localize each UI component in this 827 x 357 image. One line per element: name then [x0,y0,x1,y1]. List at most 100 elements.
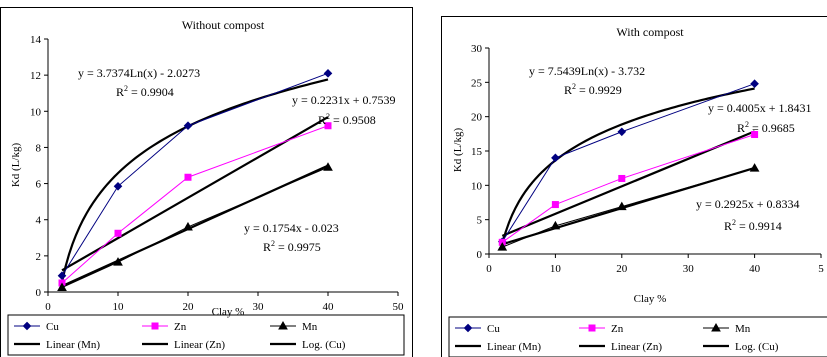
series-line-mn [61,166,329,288]
y-tick-label: 5 [477,215,483,227]
data-point-mn [616,201,627,211]
y-tick-label: 30 [471,43,483,55]
series-line-zn [501,134,755,243]
x-tick-label: 50 [393,301,405,313]
r-squared-superscript: 2 [326,112,330,121]
r-squared-superscript: 2 [124,84,128,93]
y-tick-label: 6 [36,179,42,191]
x-tick-label: 30 [253,301,265,313]
r-squared-symbol: R [263,240,271,254]
data-point-mn [113,257,123,266]
y-tick-label: 2 [36,251,42,263]
series-line-mn [502,167,755,248]
r-squared-symbol: R [318,113,326,127]
trend-equation: y = 0.4005x + 1.8431 [708,101,812,115]
r-squared-value: = 0.9914 [736,219,782,233]
x-tick-label: 10 [113,301,125,313]
series-line-cu [61,72,329,277]
y-axis-label: Kd (L/kg) [10,143,22,188]
legend-marker-mn [278,320,288,330]
r-squared-label: R2 = 0.9914 [724,218,782,233]
r-squared-label: R2 = 0.9904 [116,84,174,99]
x-axis-label: Clay % [212,306,245,318]
legend-label: Linear (Zn) [174,339,225,351]
legend-label: Log. (Cu) [302,339,346,351]
data-point-cu [57,271,67,281]
data-point-zn [324,122,332,130]
data-point-zn [184,173,192,181]
series-line-zn [61,125,329,284]
x-tick-label: 20 [616,263,628,275]
r-squared-superscript: 2 [271,239,275,248]
legend-marker-cu [22,321,32,331]
r-squared-label: R2 = 0.9508 [318,112,376,127]
r-squared-value: = 0.9975 [275,240,321,254]
legend-marker-zn [588,324,596,332]
data-point-cu [323,69,333,78]
data-point-cu [551,153,560,163]
legend-box [7,314,405,356]
data-point-cu [750,79,759,89]
legend-label: Cu [487,323,500,335]
trend-equation: y = 3.7374Ln(x) - 2.0273 [78,66,200,80]
data-point-cu [617,127,627,137]
r-squared-symbol: R [737,121,745,135]
r-squared-value: = 0.9929 [576,83,622,97]
legend-label: Linear (Mn) [46,339,100,351]
r-squared-superscript: 2 [572,82,576,91]
y-axis-label: Kd (L/kg) [452,128,464,173]
data-point-mn [57,282,67,291]
trend-equation: y = 0.1754x - 0.023 [244,221,339,235]
chart-2: With compost 0 5 10 15 20 25 30 0 10 20 30 40 5 Kd (L/… [441,16,827,357]
x-axis-label: Clay % [634,293,667,305]
chart-frame [441,16,827,357]
data-point-mn [550,220,561,230]
legend-label: Linear (Zn) [611,341,662,353]
y-tick-label: 0 [477,249,483,261]
legend-box [448,316,827,357]
r-squared-symbol: R [116,85,124,99]
chart-title: Without compost [182,18,265,32]
legend-label: Zn [611,323,624,335]
x-tick-label: 5 [818,263,824,275]
r-squared-superscript: 2 [732,218,736,227]
data-point-mn [497,242,508,251]
x-tick-label: 10 [550,263,562,275]
x-tick-label: 0 [486,263,492,275]
y-tick-label: 8 [36,142,42,154]
r-squared-symbol: R [724,219,732,233]
chart-1: Without compost 0 2 4 6 8 10 12 14 0 10 20 30 40 50 Kd … [0,7,413,357]
legend: Cu Zn Mn Linear (Mn) Linear (Zn) Log. (Cu) [448,316,827,357]
data-point-mn [183,221,193,231]
legend-label: Mn [735,323,751,335]
r-squared-label: R2 = 0.9975 [263,239,321,254]
data-point-zn [751,131,759,139]
y-tick-label: 15 [471,146,483,158]
y-tick-label: 14 [30,34,42,46]
chart-title: With compost [616,25,684,39]
legend-marker-cu [463,323,473,333]
trend-equation: y = 0.2925x + 0.8334 [696,197,800,211]
legend-label: Linear (Mn) [487,341,541,353]
data-point-zn [618,174,626,182]
data-point-zn [114,229,122,237]
legend-marker-mn [711,322,721,332]
y-tick-label: 20 [471,112,483,124]
r-squared-superscript: 2 [745,120,749,129]
r-squared-label: R2 = 0.9685 [737,120,795,135]
x-tick-label: 40 [749,263,761,275]
y-tick-label: 10 [471,180,483,192]
y-tick-label: 0 [36,287,42,299]
y-tick-label: 4 [36,215,42,227]
y-tick-label: 12 [30,70,41,82]
legend-label: Log. (Cu) [735,341,779,353]
x-tick-label: 20 [183,301,195,313]
legend-label: Cu [46,321,59,333]
y-tick-label: 10 [30,106,42,118]
chart-frame [0,7,413,357]
data-point-mn [749,163,760,172]
x-tick-label: 30 [683,263,695,275]
legend-marker-zn [151,322,159,330]
trend-equation: y = 7.5439Ln(x) - 3.732 [529,64,645,78]
